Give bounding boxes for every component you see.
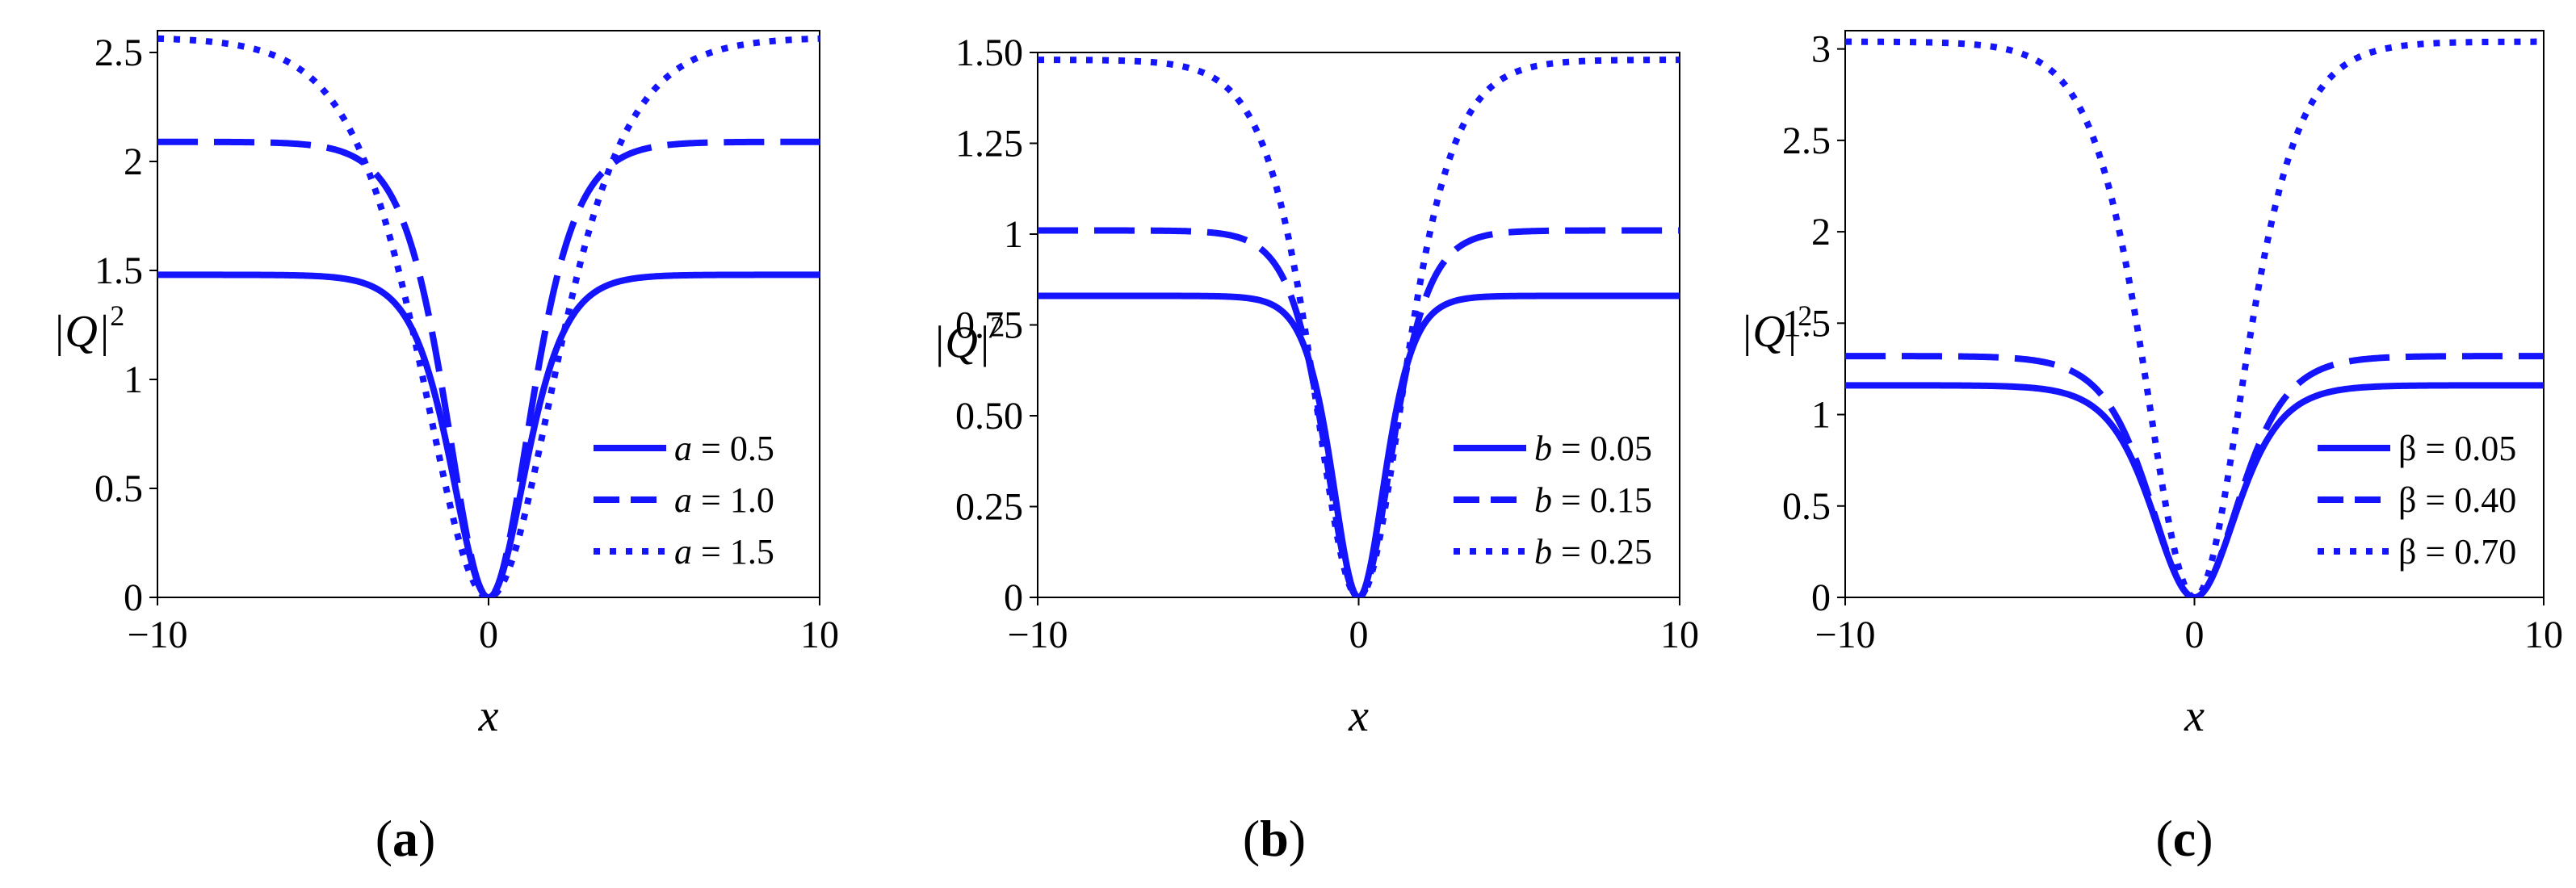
y-tick-label: 0.5 (1782, 485, 1831, 528)
x-tick-label: 0 (479, 614, 498, 656)
series-line-2 (1845, 353, 2544, 597)
y-tick-label: 2.5 (1782, 119, 1831, 162)
x-tick-label: −10 (1815, 614, 1875, 656)
y-tick-label: 0.75 (955, 304, 1023, 347)
x-axis-label: x (478, 691, 499, 741)
x-tick-label: 10 (2524, 614, 2563, 656)
x-tick-label: −10 (127, 614, 187, 656)
legend-label-1: β = 0.05 (2398, 429, 2516, 468)
series-line-1 (1038, 292, 1680, 597)
y-tick-label: 1.50 (955, 31, 1023, 74)
series-line-1 (157, 271, 820, 597)
y-tick-label: 2 (124, 140, 143, 183)
panel-label: (a) (375, 810, 436, 867)
panel-label: (c) (2155, 810, 2213, 867)
y-tick-label: 0 (124, 576, 143, 619)
x-tick-label: 0 (1349, 614, 1369, 656)
legend-label-3: b = 0.25 (1534, 532, 1652, 572)
legend-label-2: β = 0.40 (2398, 480, 2516, 520)
y-tick-label: 0.5 (94, 467, 143, 510)
x-tick-label: 10 (1660, 614, 1699, 656)
y-tick-label: 1 (1004, 213, 1023, 256)
legend-label-1: a = 0.5 (674, 429, 774, 468)
series-line-3 (157, 35, 820, 597)
series-line-1 (1845, 382, 2544, 597)
legend-label-3: a = 1.5 (674, 532, 774, 572)
y-tick-label: 1.25 (955, 123, 1023, 165)
x-axis-label: x (2184, 691, 2205, 741)
panel-label: (b) (1243, 810, 1306, 867)
y-axis-label: |Q|2 (933, 311, 1005, 368)
legend-label-3: β = 0.70 (2398, 532, 2516, 572)
series-line-2 (157, 138, 820, 597)
y-tick-label: 1 (1811, 394, 1831, 437)
y-tick-label: 0.25 (955, 486, 1023, 529)
y-tick-label: 0 (1811, 576, 1831, 619)
y-tick-label: 0.50 (955, 395, 1023, 438)
y-tick-label: 2 (1811, 211, 1831, 253)
x-axis-label: x (1348, 691, 1369, 741)
legend-label-2: b = 0.15 (1534, 480, 1652, 520)
y-tick-label: 0 (1004, 576, 1023, 619)
y-tick-label: 3 (1811, 28, 1831, 71)
legend-label-1: b = 0.05 (1534, 429, 1652, 468)
x-tick-label: −10 (1007, 614, 1068, 656)
y-tick-label: 1.5 (94, 249, 143, 292)
y-axis-label: |Q|2 (52, 299, 124, 357)
series-line-3 (1845, 38, 2544, 597)
x-tick-label: 0 (2185, 614, 2205, 656)
y-tick-label: 1 (124, 358, 143, 401)
y-tick-label: 1.5 (1782, 302, 1831, 345)
y-tick-label: 2.5 (94, 31, 143, 74)
y-axis-label: |Q|2 (1740, 299, 1812, 357)
legend-label-2: a = 1.0 (674, 480, 774, 520)
series-line-2 (1038, 227, 1680, 597)
x-tick-label: 10 (800, 614, 839, 656)
